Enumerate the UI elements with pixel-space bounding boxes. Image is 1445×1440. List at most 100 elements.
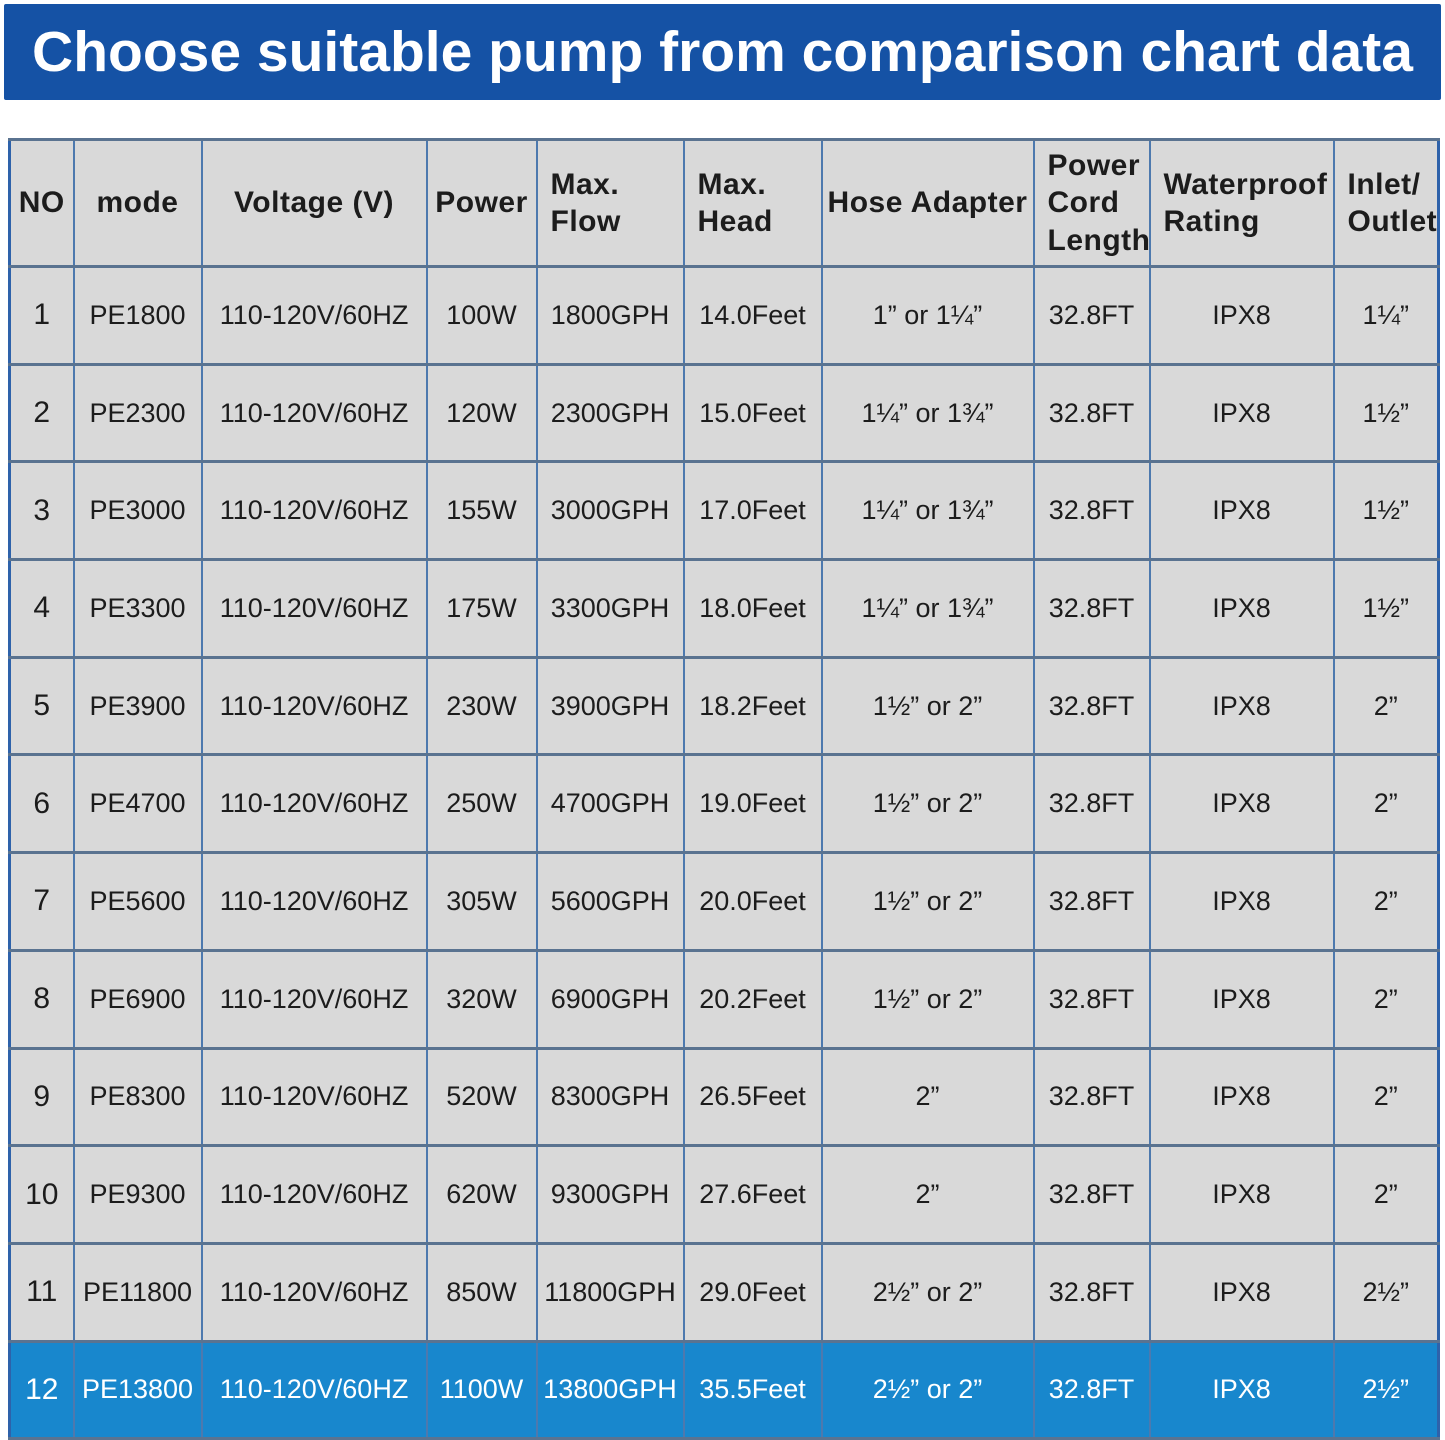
max-head-cell: 15.0Feet xyxy=(682,362,823,464)
column-header-no: NO xyxy=(8,138,75,268)
power-cord-length-cell: 32.8FT xyxy=(1032,655,1151,757)
column-header-max-flow: Max. Flow xyxy=(535,138,685,268)
hose-adapter-cell: 1½” or 2” xyxy=(820,753,1035,855)
hose-adapter-cell: 1½” or 2” xyxy=(820,948,1035,1050)
max-head-cell: 19.0Feet xyxy=(682,753,823,855)
max-flow-cell: 1800GPH xyxy=(535,265,685,366)
mode-cell: PE9300 xyxy=(72,1144,203,1245)
column-header-power: Power xyxy=(425,138,538,268)
inlet-outlet-cell: 2” xyxy=(1332,753,1440,855)
power-cell: 520W xyxy=(425,1046,538,1148)
waterproof-rating-cell: IPX8 xyxy=(1148,558,1335,659)
voltage-cell: 110-120V/60HZ xyxy=(200,1241,428,1343)
mode-cell: PE2300 xyxy=(72,362,203,464)
power-cell: 230W xyxy=(425,655,538,757)
table-row: 7 PE5600 110-120V/60HZ 305W 5600GPH 20.0Feet 1… xyxy=(8,851,1440,952)
table-row: 10 PE9300 110-120V/60HZ 620W 9300GPH 27.6Feet… xyxy=(8,1144,1440,1245)
inlet-outlet-cell: 2” xyxy=(1332,1144,1440,1245)
power-cord-length-cell: 32.8FT xyxy=(1032,1241,1151,1343)
voltage-cell: 110-120V/60HZ xyxy=(200,1046,428,1148)
power-cord-length-cell: 32.8FT xyxy=(1032,851,1151,952)
power-cell: 305W xyxy=(425,851,538,952)
mode-cell: PE3000 xyxy=(72,460,203,562)
power-cell: 100W xyxy=(425,265,538,366)
column-header-max-head: Max. Head xyxy=(682,138,823,268)
voltage-cell: 110-120V/60HZ xyxy=(200,558,428,659)
mode-cell: PE6900 xyxy=(72,948,203,1050)
column-header-inlet-outlet: Inlet/ Outlet xyxy=(1332,138,1440,268)
power-cord-length-cell: 32.8FT xyxy=(1032,1144,1151,1245)
waterproof-rating-cell: IPX8 xyxy=(1148,1339,1335,1440)
waterproof-rating-cell: IPX8 xyxy=(1148,753,1335,855)
max-flow-cell: 5600GPH xyxy=(535,851,685,952)
hose-adapter-cell: 1¼” or 1¾” xyxy=(820,362,1035,464)
waterproof-rating-cell: IPX8 xyxy=(1148,265,1335,366)
inlet-outlet-cell: 2½” xyxy=(1332,1339,1440,1440)
hose-adapter-cell: 1½” or 2” xyxy=(820,655,1035,757)
max-head-cell: 17.0Feet xyxy=(682,460,823,562)
max-flow-cell: 11800GPH xyxy=(535,1241,685,1343)
voltage-cell: 110-120V/60HZ xyxy=(200,1339,428,1440)
table-header-row: NO mode Voltage (V) Power Max. Flow Max. Head… xyxy=(8,138,1440,268)
no-cell: 2 xyxy=(8,362,75,464)
waterproof-rating-cell: IPX8 xyxy=(1148,948,1335,1050)
no-cell: 9 xyxy=(8,1046,75,1148)
mode-cell: PE1800 xyxy=(72,265,203,366)
max-flow-cell: 4700GPH xyxy=(535,753,685,855)
voltage-cell: 110-120V/60HZ xyxy=(200,265,428,366)
column-header-hose-adapter: Hose Adapter xyxy=(820,138,1035,268)
power-cord-length-cell: 32.8FT xyxy=(1032,948,1151,1050)
max-head-cell: 14.0Feet xyxy=(682,265,823,366)
waterproof-rating-cell: IPX8 xyxy=(1148,1046,1335,1148)
inlet-outlet-cell: 2” xyxy=(1332,655,1440,757)
max-head-cell: 35.5Feet xyxy=(682,1339,823,1440)
power-cord-length-cell: 32.8FT xyxy=(1032,753,1151,855)
inlet-outlet-cell: 1½” xyxy=(1332,362,1440,464)
power-cell: 320W xyxy=(425,948,538,1050)
power-cell: 120W xyxy=(425,362,538,464)
inlet-outlet-cell: 2” xyxy=(1332,851,1440,952)
no-cell: 6 xyxy=(8,753,75,855)
mode-cell: PE13800 xyxy=(72,1339,203,1440)
page-title-banner: Choose suitable pump from comparison cha… xyxy=(4,4,1441,100)
no-cell: 1 xyxy=(8,265,75,366)
pump-comparison-table: NO mode Voltage (V) Power Max. Flow Max. Head… xyxy=(8,138,1440,1440)
waterproof-rating-cell: IPX8 xyxy=(1148,851,1335,952)
mode-cell: PE3900 xyxy=(72,655,203,757)
max-flow-cell: 3000GPH xyxy=(535,460,685,562)
max-head-cell: 27.6Feet xyxy=(682,1144,823,1245)
power-cord-length-cell: 32.8FT xyxy=(1032,1046,1151,1148)
hose-adapter-cell: 1” or 1¼” xyxy=(820,265,1035,366)
table-row: 5 PE3900 110-120V/60HZ 230W 3900GPH 18.2Feet 1… xyxy=(8,655,1440,757)
no-cell: 12 xyxy=(8,1339,75,1440)
max-head-cell: 20.0Feet xyxy=(682,851,823,952)
max-flow-cell: 8300GPH xyxy=(535,1046,685,1148)
table-row: 9 PE8300 110-120V/60HZ 520W 8300GPH 26.5Feet 2… xyxy=(8,1046,1440,1148)
hose-adapter-cell: 1¼” or 1¾” xyxy=(820,558,1035,659)
power-cord-length-cell: 32.8FT xyxy=(1032,265,1151,366)
voltage-cell: 110-120V/60HZ xyxy=(200,460,428,562)
mode-cell: PE5600 xyxy=(72,851,203,952)
mode-cell: PE4700 xyxy=(72,753,203,855)
column-header-waterproof-rating: Waterproof Rating xyxy=(1148,138,1335,268)
table-body: 1 PE1800 110-120V/60HZ 100W 1800GPH 14.0Feet 1… xyxy=(8,265,1440,1440)
power-cell: 1100W xyxy=(425,1339,538,1440)
column-header-mode: mode xyxy=(72,138,203,268)
no-cell: 3 xyxy=(8,460,75,562)
waterproof-rating-cell: IPX8 xyxy=(1148,460,1335,562)
max-flow-cell: 13800GPH xyxy=(535,1339,685,1440)
max-head-cell: 18.2Feet xyxy=(682,655,823,757)
no-cell: 8 xyxy=(8,948,75,1050)
power-cord-length-cell: 32.8FT xyxy=(1032,362,1151,464)
no-cell: 11 xyxy=(8,1241,75,1343)
power-cell: 620W xyxy=(425,1144,538,1245)
voltage-cell: 110-120V/60HZ xyxy=(200,851,428,952)
no-cell: 7 xyxy=(8,851,75,952)
waterproof-rating-cell: IPX8 xyxy=(1148,1241,1335,1343)
mode-cell: PE11800 xyxy=(72,1241,203,1343)
column-header-power-cord-length: Power Cord Length xyxy=(1032,138,1151,268)
max-head-cell: 26.5Feet xyxy=(682,1046,823,1148)
table-row: 2 PE2300 110-120V/60HZ 120W 2300GPH 15.0Feet 1… xyxy=(8,362,1440,464)
table-row: 12 PE13800 110-120V/60HZ 1100W 13800GPH 35.5F… xyxy=(8,1339,1440,1440)
waterproof-rating-cell: IPX8 xyxy=(1148,1144,1335,1245)
